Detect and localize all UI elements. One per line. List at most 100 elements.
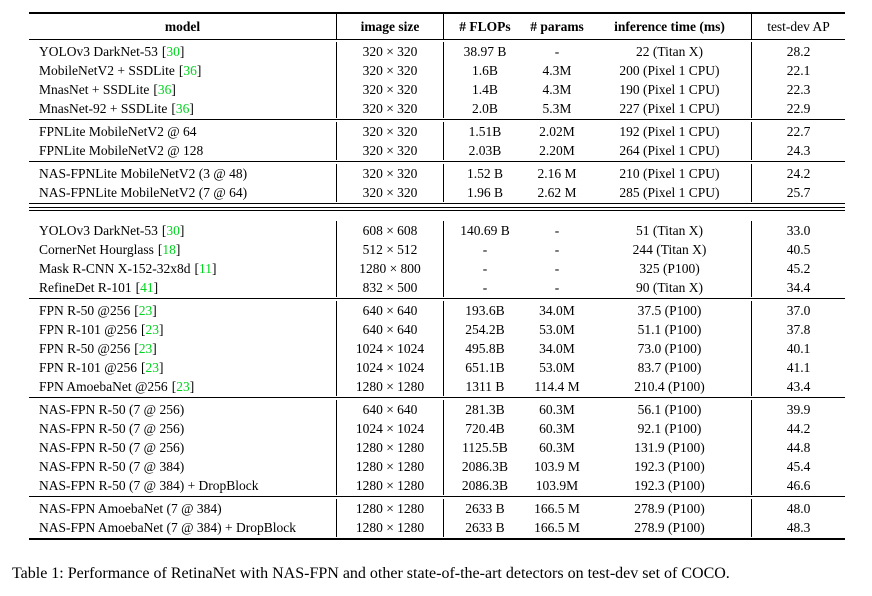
model-name: CornerNet Hourglass xyxy=(39,241,154,257)
model-name: FPN AmoebaNet @256 xyxy=(39,378,168,394)
cite-bracket-close: ] xyxy=(175,241,181,257)
table-section-3: NAS-FPNLite MobileNetV2 (3 @ 48) 320 × 32… xyxy=(29,162,845,203)
model-name: MobileNetV2 + SSDLite xyxy=(39,62,175,78)
citation-link[interactable]: 36 xyxy=(157,81,172,97)
model-cell: YOLOv3 DarkNet-53 [30] xyxy=(29,220,337,240)
model-cell: NAS-FPN R-50 (7 @ 256) xyxy=(29,399,337,419)
flops-cell: 1125.5B xyxy=(462,439,508,455)
citation-link[interactable]: 36 xyxy=(183,62,197,78)
model-cell: Mask R-CNN X-152-32x8d [11] xyxy=(29,258,337,278)
model-name: RefineDet R-101 xyxy=(39,279,132,295)
image-size-cell: 1280 × 1280 xyxy=(337,437,444,457)
citation-link[interactable]: 23 xyxy=(145,321,159,337)
citation-link[interactable]: 11 xyxy=(199,260,212,276)
test-dev-ap-cell: 22.1 xyxy=(786,62,811,78)
table-section-7: NAS-FPN AmoebaNet (7 @ 384) 1280 × 1280 26… xyxy=(29,497,845,538)
inference-time-cell: 73.0 (P100) xyxy=(588,338,752,358)
inference-time-cell: 210 (Pixel 1 CPU) xyxy=(588,163,752,183)
flops-cell: 254.2B xyxy=(465,321,505,337)
inference-time-cell: 264 (Pixel 1 CPU) xyxy=(588,140,752,160)
model-name: FPN R-101 @256 xyxy=(39,321,137,337)
test-dev-ap-cell: 34.4 xyxy=(786,279,811,295)
model-cell: YOLOv3 DarkNet-53 [30] xyxy=(29,41,337,61)
cite-bracket-open: [ xyxy=(171,100,176,116)
params-cell: 53.0M xyxy=(539,321,575,337)
image-size-cell: 320 × 320 xyxy=(337,60,444,80)
image-size-cell: 320 × 320 xyxy=(337,121,444,141)
citation-link[interactable]: 23 xyxy=(138,340,153,356)
table-rule-section xyxy=(29,496,845,497)
table-row: NAS-FPN AmoebaNet (7 @ 384) + DropBlock 1… xyxy=(29,517,845,537)
cite-bracket-close: ] xyxy=(189,378,195,394)
table-row: NAS-FPN R-50 (7 @ 384) + DropBlock 1280 ×… xyxy=(29,475,845,495)
params-cell: 103.9M xyxy=(535,477,579,493)
image-size-cell: 1280 × 1280 xyxy=(337,475,444,495)
test-dev-ap-cell: 43.4 xyxy=(786,378,811,394)
image-size-cell: 832 × 500 xyxy=(337,277,444,297)
image-size-cell: 1280 × 1280 xyxy=(337,376,444,396)
table-rule-section xyxy=(29,203,845,204)
flops-cell: 2.03B xyxy=(468,142,502,158)
citation-link[interactable]: 18 xyxy=(162,241,176,257)
inference-time-cell: 192.3 (P100) xyxy=(588,456,752,476)
model-name: NAS-FPNLite MobileNetV2 (3 @ 48) xyxy=(39,165,248,181)
image-size-cell: 640 × 640 xyxy=(337,319,444,339)
test-dev-ap-cell: 28.2 xyxy=(786,43,811,59)
model-name: Mask R-CNN X-152-32x8d xyxy=(39,260,191,276)
image-size-cell: 1024 × 1024 xyxy=(337,338,444,358)
inference-time-cell: 192 (Pixel 1 CPU) xyxy=(588,121,752,141)
citation-link[interactable]: 41 xyxy=(140,279,154,295)
image-size-cell: 512 × 512 xyxy=(337,239,444,259)
inference-time-cell: 192.3 (P100) xyxy=(588,475,752,495)
params-cell: 166.5 M xyxy=(534,500,580,516)
params-cell: - xyxy=(554,241,560,257)
inference-time-cell: 22 (Titan X) xyxy=(588,41,752,61)
inference-time-cell: 51 (Titan X) xyxy=(588,220,752,240)
cite-bracket-close: ] xyxy=(158,359,164,375)
inference-time-cell: 51.1 (P100) xyxy=(588,319,752,339)
table-section-6: NAS-FPN R-50 (7 @ 256) 640 × 640 281.3B 60.… xyxy=(29,398,845,496)
table-section-1: YOLOv3 DarkNet-53 [30] 320 × 320 38.97 B -22… xyxy=(29,40,845,119)
flops-cell: 2086.3B xyxy=(461,477,509,493)
inference-time-cell: 285 (Pixel 1 CPU) xyxy=(588,182,752,202)
model-cell: RefineDet R-101 [41] xyxy=(29,277,337,297)
citation-link[interactable]: 30 xyxy=(166,222,180,238)
cite-bracket-close: ] xyxy=(153,279,159,295)
table-row: NAS-FPNLite MobileNetV2 (7 @ 64) 320 × 32… xyxy=(29,182,845,202)
performance-table: model image size # FLOPs # params infere… xyxy=(29,12,845,540)
flops-cell: - xyxy=(482,279,488,295)
model-cell: NAS-FPN AmoebaNet (7 @ 384) xyxy=(29,498,337,518)
flops-cell: 1.6B xyxy=(472,62,498,78)
cite-bracket-open: [ xyxy=(194,260,200,276)
flops-cell: - xyxy=(482,241,488,257)
cite-bracket-open: [ xyxy=(178,62,184,78)
model-cell: NAS-FPN R-50 (7 @ 384) + DropBlock xyxy=(29,475,337,495)
citation-link[interactable]: 23 xyxy=(176,378,190,394)
model-name: NAS-FPNLite MobileNetV2 (7 @ 64) xyxy=(39,184,248,200)
model-cell: FPN R-50 @256 [23] xyxy=(29,338,337,358)
test-dev-ap-cell: 22.9 xyxy=(786,100,811,116)
cite-bracket-open: [ xyxy=(157,241,163,257)
cite-bracket-open: [ xyxy=(161,222,167,238)
image-size-cell: 608 × 608 xyxy=(337,220,444,240)
inference-time-cell: 131.9 (P100) xyxy=(588,437,752,457)
citation-link[interactable]: 23 xyxy=(138,302,153,318)
cite-bracket-close: ] xyxy=(171,81,176,97)
inference-time-cell: 92.1 (P100) xyxy=(588,418,752,438)
citation-link[interactable]: 23 xyxy=(145,359,159,375)
flops-cell: - xyxy=(482,260,488,276)
citation-link[interactable]: 36 xyxy=(175,100,190,116)
cite-bracket-open: [ xyxy=(134,302,139,318)
table-row: FPN R-50 @256 [23] 1024 × 1024 495.8B 34.0M 7… xyxy=(29,338,845,358)
citation-link[interactable]: 30 xyxy=(166,43,180,59)
table-row: FPNLite MobileNetV2 @ 128 320 × 320 2.03B 2… xyxy=(29,140,845,160)
model-cell: NAS-FPNLite MobileNetV2 (7 @ 64) xyxy=(29,182,337,202)
image-size-cell: 320 × 320 xyxy=(337,98,444,118)
inference-time-cell: 190 (Pixel 1 CPU) xyxy=(588,79,752,99)
flops-cell: 2633 B xyxy=(465,500,505,516)
flops-cell: 1.96 B xyxy=(466,184,503,200)
table-row: FPN R-101 @256 [23] 1024 × 1024 651.1B 53.0M… xyxy=(29,357,845,377)
flops-cell: 1.51B xyxy=(468,123,502,139)
flops-cell: 495.8B xyxy=(465,340,505,356)
